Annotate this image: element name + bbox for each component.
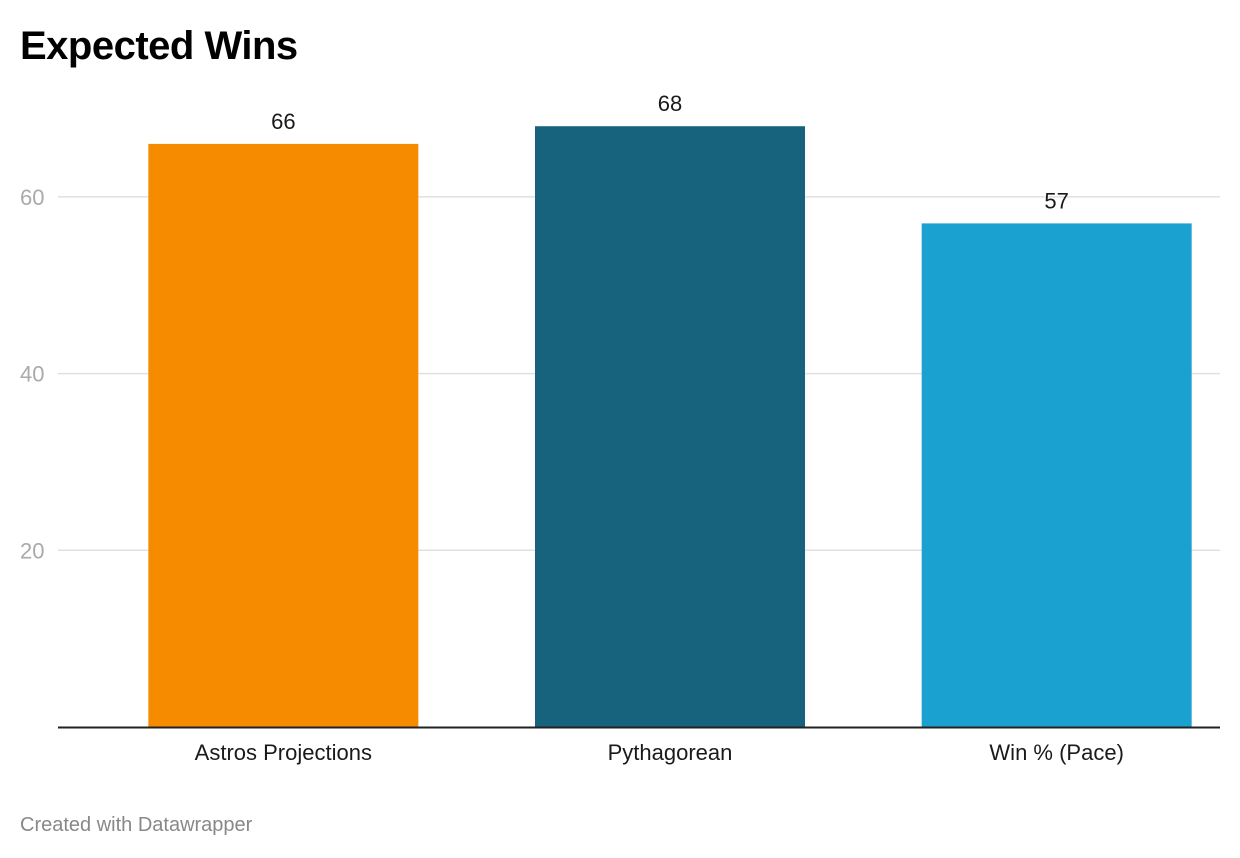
labels: 66 Astros Projections 68 Pythagorean 57 Win %… [195,91,1124,765]
bar-3 [921,223,1192,727]
bar-value-label: 68 [658,91,682,116]
bar-value-label: 57 [1044,188,1068,213]
x-category-label: Astros Projections [195,740,372,765]
x-category-label: Win % (Pace) [989,740,1123,765]
footer-credit: Created with Datawrapper [20,814,253,836]
bars [58,126,1220,729]
bar-value-label: 66 [271,109,295,134]
y-tick-label: 20 [20,538,44,563]
y-tick-label: 60 [20,185,44,210]
x-category-label: Pythagorean [608,740,733,765]
chart-title: Expected Wins [20,24,298,68]
y-tick-label: 40 [20,362,44,387]
bar-1 [148,143,419,727]
bar-2 [535,126,806,728]
